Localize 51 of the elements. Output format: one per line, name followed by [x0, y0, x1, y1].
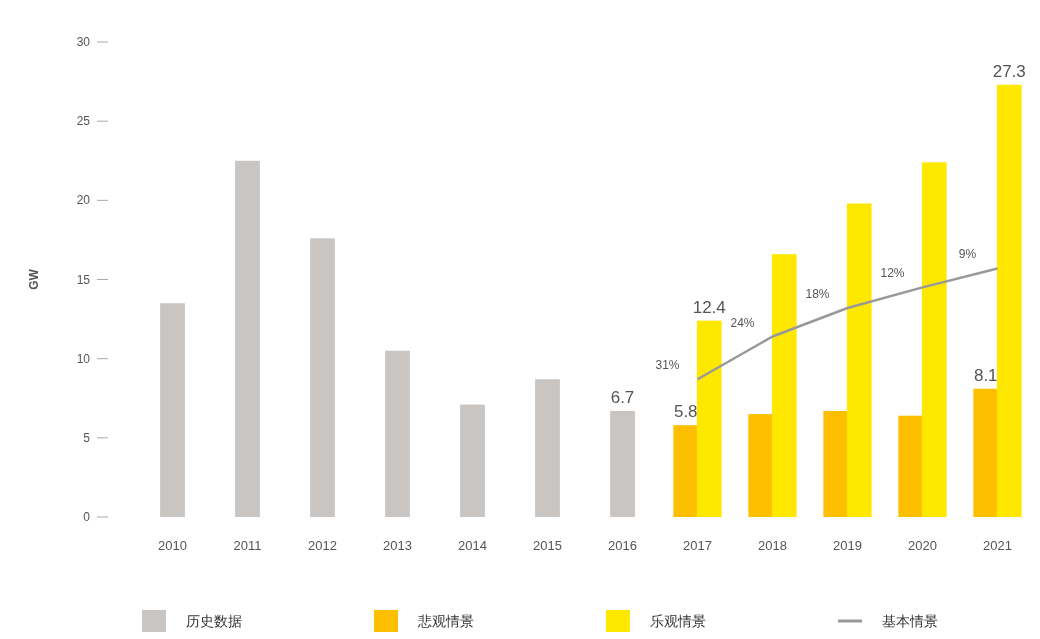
legend-label: 历史数据 — [186, 613, 242, 629]
annotation: 24% — [730, 315, 755, 330]
annotation: 12% — [880, 266, 905, 281]
bar — [996, 84, 1022, 517]
bar — [823, 410, 849, 517]
legend-label: 基本情景 — [882, 613, 938, 629]
x-tick-label: 2018 — [758, 538, 787, 553]
x-tick-label: 2015 — [533, 538, 562, 553]
y-tick-label: 0 — [83, 510, 91, 524]
x-tick-label: 2020 — [908, 538, 937, 553]
x-tick-label: 2012 — [308, 538, 337, 553]
data-label: 5.8 — [673, 402, 698, 422]
y-tick-label: 15 — [76, 272, 91, 287]
x-tick-label: 2011 — [233, 538, 262, 553]
bar — [535, 379, 560, 517]
data-label: 12.4 — [692, 297, 726, 317]
bar — [771, 254, 797, 517]
bar — [973, 388, 999, 517]
x-tick-label: 2016 — [608, 538, 637, 553]
bar — [235, 160, 260, 517]
y-tick-label: 20 — [76, 193, 91, 208]
y-tick-label: 5 — [83, 430, 91, 445]
bar — [898, 415, 924, 517]
bar — [846, 203, 872, 517]
bar — [673, 425, 699, 517]
bar — [748, 414, 774, 517]
bar — [385, 350, 410, 517]
y-tick-label: 10 — [76, 351, 91, 366]
y-tick-label: 30 — [76, 35, 91, 49]
x-tick-label: 2010 — [158, 538, 187, 553]
legend-label: 悲观情景 — [417, 613, 474, 629]
bar — [160, 303, 185, 517]
y-axis-title: GW — [27, 268, 41, 290]
x-tick-label: 2017 — [683, 538, 712, 553]
x-tick-label: 2021 — [983, 538, 1012, 553]
annotation: 18% — [805, 287, 830, 301]
x-tick-label: 2014 — [458, 538, 487, 553]
bar — [310, 238, 335, 517]
y-tick-label: 25 — [76, 114, 91, 129]
bar — [610, 410, 635, 517]
bar — [696, 320, 722, 517]
data-label: 8.1 — [973, 365, 998, 385]
x-tick-label: 2019 — [833, 538, 862, 553]
bar — [921, 162, 947, 517]
annotation: 31% — [655, 358, 680, 373]
bar — [460, 404, 485, 517]
x-tick-label: 2013 — [383, 538, 412, 553]
data-label: 27.3 — [992, 61, 1026, 81]
legend-label: 乐观情景 — [650, 613, 706, 629]
annotation: 9% — [958, 247, 977, 262]
data-label: 6.7 — [610, 387, 635, 407]
